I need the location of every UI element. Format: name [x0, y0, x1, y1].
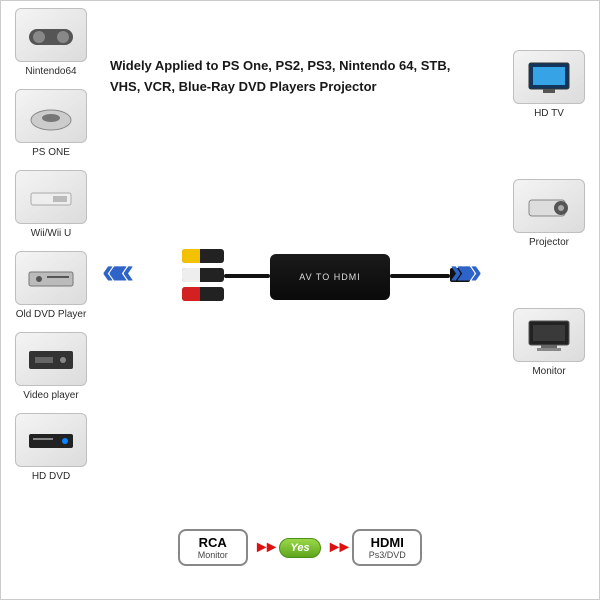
vcr-icon [15, 332, 87, 386]
rca-plug-white [182, 268, 224, 282]
output-devices-column: HD TV Projector Monitor [504, 50, 594, 437]
rca-plug-yellow [182, 249, 224, 263]
device-label: Video player [23, 390, 78, 401]
device-item: Projector [504, 179, 594, 248]
rca-pill: RCA Monitor [178, 529, 248, 566]
device-label: Old DVD Player [16, 309, 87, 320]
rca-plug-red [182, 287, 224, 301]
converter-diagram: »»» AV TO HDMI »»» [120, 220, 480, 330]
device-label: Monitor [532, 366, 565, 377]
device-item: PS ONE [6, 89, 96, 158]
device-item: Old DVD Player [6, 251, 96, 320]
device-label: HD TV [534, 108, 564, 119]
headline-text: Widely Applied to PS One, PS2, PS3, Nint… [110, 56, 470, 98]
arrow-left-icon: »»» [116, 250, 134, 292]
dvd-icon [15, 251, 87, 305]
device-item: Wii/Wii U [6, 170, 96, 239]
hddvd-icon [15, 413, 87, 467]
headline-line1: Widely Applied to PS One, PS2, PS3, Nint… [110, 58, 450, 73]
red-arrow-right-icon: ►► [327, 539, 347, 557]
monitor-icon [513, 308, 585, 362]
device-item: HD TV [504, 50, 594, 119]
console-round-icon [15, 89, 87, 143]
tv-icon [513, 50, 585, 104]
device-label: PS ONE [32, 147, 70, 158]
projector-icon [513, 179, 585, 233]
rca-pill-sub: Monitor [190, 550, 236, 560]
bottom-badge-row: RCA Monitor ►► Yes ►► HDMI Ps3/DVD [140, 529, 460, 566]
device-item: Monitor [504, 308, 594, 377]
gamepad-icon [15, 8, 87, 62]
console-flat-icon [15, 170, 87, 224]
device-item: Nintendo64 [6, 8, 96, 77]
arrow-right-icon: »»» [450, 250, 468, 292]
device-label: Wii/Wii U [31, 228, 72, 239]
device-item: HD DVD [6, 413, 96, 482]
input-devices-column: Nintendo64 PS ONE Wii/Wii U Old DVD Player V… [6, 8, 96, 494]
rca-plugs [182, 249, 224, 306]
device-item: Video player [6, 332, 96, 401]
converter-label: AV TO HDMI [299, 272, 361, 282]
hdmi-pill-sub: Ps3/DVD [364, 550, 410, 560]
converter-box: AV TO HDMI [270, 254, 390, 300]
cable-left [224, 274, 270, 278]
red-arrow-left-icon: ►► [254, 539, 274, 557]
yes-badge: Yes [279, 538, 320, 558]
hdmi-pill: HDMI Ps3/DVD [352, 529, 422, 566]
device-label: HD DVD [32, 471, 70, 482]
hdmi-pill-top: HDMI [364, 535, 410, 550]
device-label: Nintendo64 [25, 66, 76, 77]
device-label: Projector [529, 237, 569, 248]
headline-line2: VHS, VCR, Blue-Ray DVD Players Projector [110, 79, 377, 94]
cable-right [390, 274, 450, 278]
rca-pill-top: RCA [190, 535, 236, 550]
